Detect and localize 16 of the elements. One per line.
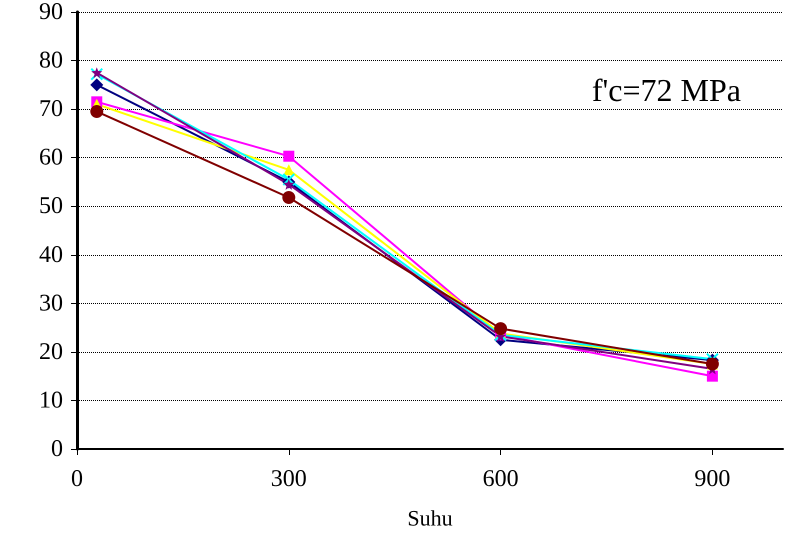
y-tick-label: 0	[51, 436, 63, 462]
x-axis-title: Suhu	[407, 506, 453, 530]
y-tick-label: 10	[39, 387, 63, 414]
x-tick-label: 600	[482, 466, 519, 492]
y-tick-label: 90	[39, 0, 63, 25]
x-tick-label: 300	[270, 466, 307, 492]
y-tick-label: 20	[39, 338, 63, 365]
y-tick-label: 60	[39, 144, 63, 171]
y-tick-label: 40	[39, 242, 63, 268]
y-tick-label: 70	[39, 96, 63, 122]
x-tick-label: 900	[694, 466, 730, 492]
annotation: f'c=72 MPa	[592, 72, 741, 108]
x-tick-label: 0	[71, 466, 83, 492]
y-tick-label: 30	[39, 290, 63, 316]
y-tick-label: 50	[39, 193, 63, 220]
y-tick-label: 80	[39, 48, 63, 74]
